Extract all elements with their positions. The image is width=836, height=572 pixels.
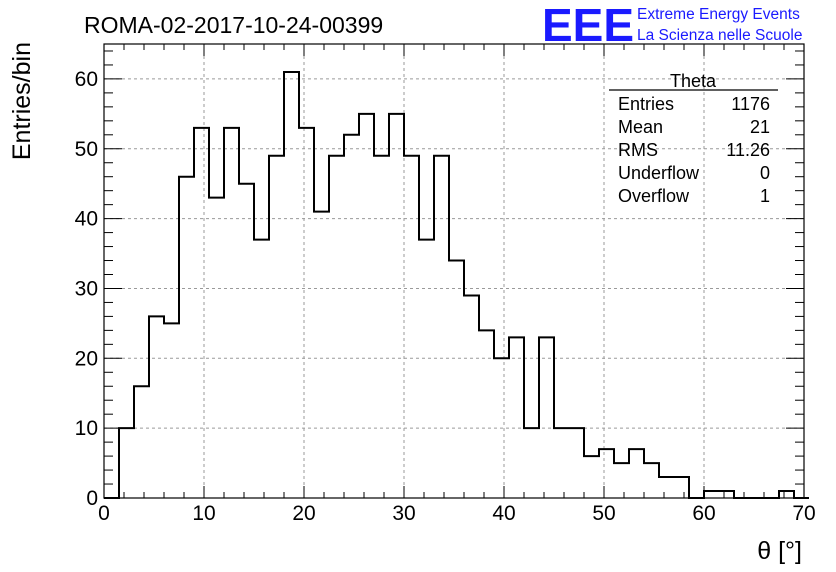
stats-row-value: 0 xyxy=(760,163,770,183)
histogram-bin xyxy=(239,184,254,498)
histogram-bin xyxy=(569,428,584,498)
stats-title: Theta xyxy=(670,71,717,91)
histogram-bin xyxy=(119,428,134,498)
eee-logo: EEE Extreme Energy Events La Scienza nel… xyxy=(542,0,802,51)
histogram-bin xyxy=(464,295,479,498)
histogram-bin xyxy=(449,261,464,498)
stats-box: Theta Entries 1176 Mean 21 RMS 11.26 Underflow… xyxy=(609,71,778,206)
histogram-bin xyxy=(584,456,599,498)
y-tick-label: 50 xyxy=(75,138,98,161)
logo-mark: EEE xyxy=(542,0,634,51)
histogram-bin xyxy=(284,72,299,498)
x-tick-label: 60 xyxy=(692,502,715,525)
histogram-outline xyxy=(104,70,809,499)
grid-lines xyxy=(104,44,804,498)
logo-line-1: Extreme Energy Events xyxy=(637,6,800,23)
stats-row-label: Entries xyxy=(618,94,674,114)
histogram-bin xyxy=(374,156,389,498)
histogram-bin xyxy=(539,337,554,498)
histogram-bin xyxy=(719,491,734,498)
x-tick-label: 30 xyxy=(392,502,415,525)
stats-row-value: 1 xyxy=(760,186,770,206)
x-tick-label: 20 xyxy=(292,502,315,525)
axis-ticks xyxy=(103,44,805,499)
stats-rows: Entries 1176 Mean 21 RMS 11.26 Underflow 0 Overf… xyxy=(618,94,770,206)
histogram-bin xyxy=(224,128,239,498)
y-tick-label: 20 xyxy=(75,347,98,370)
histogram-bin xyxy=(524,428,539,498)
histogram-bin xyxy=(149,316,164,498)
x-tick-label: 40 xyxy=(492,502,515,525)
histogram-bars xyxy=(104,70,809,499)
histogram-bin xyxy=(554,428,569,498)
histogram-bin xyxy=(419,240,434,498)
histogram-bin xyxy=(659,477,674,498)
histogram-bin xyxy=(674,477,689,498)
histogram-bin xyxy=(254,240,269,498)
stats-row-value: 11.26 xyxy=(726,140,770,160)
histogram-bin xyxy=(599,449,614,498)
plot-frame xyxy=(103,43,805,499)
histogram-bin xyxy=(164,323,179,498)
histogram-bin xyxy=(329,156,344,498)
histogram-bin xyxy=(704,491,719,498)
histogram-bin xyxy=(479,330,494,498)
histogram-bin xyxy=(779,491,794,498)
stats-row-label: RMS xyxy=(618,140,658,160)
y-tick-label: 60 xyxy=(75,68,98,91)
histogram-bin xyxy=(404,156,419,498)
y-tick-label: 0 xyxy=(86,487,98,510)
stats-row-label: Mean xyxy=(618,117,663,137)
logo-line-2: La Scienza nelle Scuole xyxy=(637,27,802,44)
y-tick-label: 10 xyxy=(75,417,98,440)
histogram-bin xyxy=(434,156,449,498)
x-tick-labels: 0 10 20 30 40 50 60 70 xyxy=(98,502,816,525)
histogram-bin xyxy=(179,177,194,498)
y-axis-title: Entries/bin xyxy=(8,42,36,160)
histogram-bin xyxy=(644,463,659,498)
y-tick-label: 40 xyxy=(75,208,98,231)
histogram-bin xyxy=(629,449,644,498)
histogram-bin xyxy=(614,463,629,498)
chart-title: ROMA-02-2017-10-24-00399 xyxy=(84,12,383,38)
histogram-bin xyxy=(209,198,224,498)
histogram-bin xyxy=(389,114,404,498)
stats-row-value: 21 xyxy=(750,117,770,137)
histogram-bin xyxy=(194,128,209,498)
x-tick-label: 70 xyxy=(792,502,815,525)
histogram-bin xyxy=(134,386,149,498)
stats-row-value: 1176 xyxy=(731,94,770,114)
histogram-bin xyxy=(269,156,284,498)
histogram-bin xyxy=(314,212,329,498)
histogram-bin xyxy=(509,337,524,498)
x-axis-title: θ [°] xyxy=(757,537,802,565)
x-tick-label: 50 xyxy=(592,502,615,525)
histogram-bin xyxy=(299,128,314,498)
x-tick-label: 10 xyxy=(192,502,215,525)
x-tick-label: 0 xyxy=(98,502,110,525)
histogram-bin xyxy=(359,114,374,498)
y-tick-label: 30 xyxy=(75,277,98,300)
histogram-bin xyxy=(344,135,359,498)
y-tick-labels: 0 10 20 30 40 50 60 xyxy=(75,68,98,510)
stats-row-label: Underflow xyxy=(618,163,700,183)
stats-row-label: Overflow xyxy=(618,186,690,206)
